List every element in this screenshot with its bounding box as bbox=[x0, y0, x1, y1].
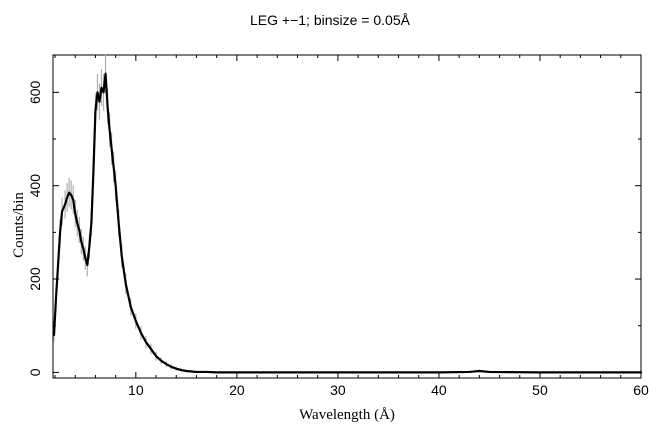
y-tick-label: 200 bbox=[27, 267, 43, 291]
y-tick-label: 0 bbox=[27, 368, 43, 376]
x-tick-label: 50 bbox=[532, 382, 548, 398]
y-tick-label: 600 bbox=[27, 80, 43, 104]
x-tick-label: 60 bbox=[633, 382, 649, 398]
y-axis-label: Counts/bin bbox=[11, 192, 27, 258]
error-bars bbox=[53, 54, 642, 374]
plot-frame bbox=[52, 54, 642, 379]
y-axis: 0 200 400 600 bbox=[27, 80, 641, 376]
x-axis-label: Wavelength (Å) bbox=[299, 407, 395, 423]
series-line bbox=[52, 72, 643, 374]
x-tick-label: 10 bbox=[128, 382, 144, 398]
x-tick-label: 30 bbox=[330, 382, 346, 398]
plot-area: 10 20 30 40 50 60 0 200 400 600 bbox=[27, 54, 649, 398]
x-tick-label: 40 bbox=[431, 382, 447, 398]
chart-title: LEG +−1; binsize = 0.05Å bbox=[250, 12, 411, 28]
x-axis: 10 20 30 40 50 60 bbox=[54, 55, 649, 398]
x-tick-label: 20 bbox=[229, 382, 245, 398]
y-tick-label: 400 bbox=[27, 174, 43, 198]
